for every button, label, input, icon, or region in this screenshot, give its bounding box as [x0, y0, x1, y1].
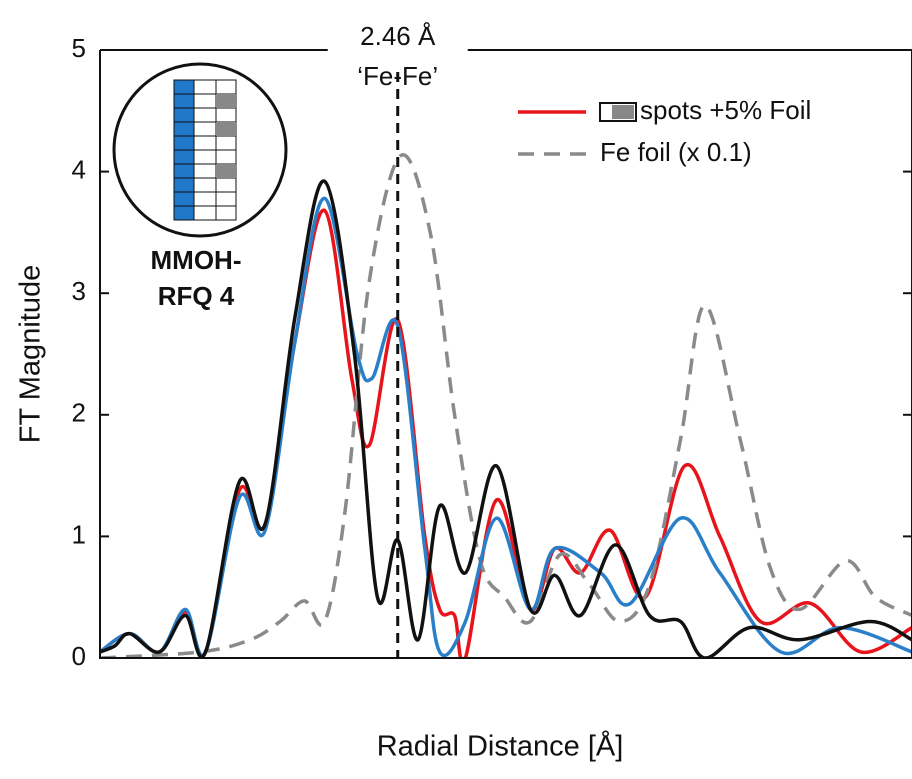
y-axis-label: FT Magnitude [15, 265, 47, 443]
inset-diagram [112, 62, 288, 238]
annotation-text: ‘Fe-Fe’ [357, 61, 438, 91]
inset-label: RFQ 4 [158, 281, 235, 311]
series-line [100, 179, 912, 658]
legend-label: spots +5% Foil [640, 95, 811, 125]
inset-label: MMOH- [151, 245, 242, 275]
legend-icon [612, 105, 634, 119]
y-tick-label: 1 [72, 519, 86, 549]
y-tick-label: 4 [72, 154, 86, 184]
legend-label: Fe foil (x 0.1) [600, 137, 752, 167]
y-tick-label: 3 [72, 276, 86, 306]
axes-frame [99, 49, 912, 659]
y-tick-label: 5 [72, 33, 86, 63]
y-tick-label: 0 [72, 641, 86, 671]
annotation-text: 2.46 Å [360, 21, 436, 51]
series-line [100, 153, 912, 658]
series-line [100, 208, 912, 658]
x-axis-label: Radial Distance [Å] [377, 730, 624, 763]
y-tick-label: 2 [72, 398, 86, 428]
